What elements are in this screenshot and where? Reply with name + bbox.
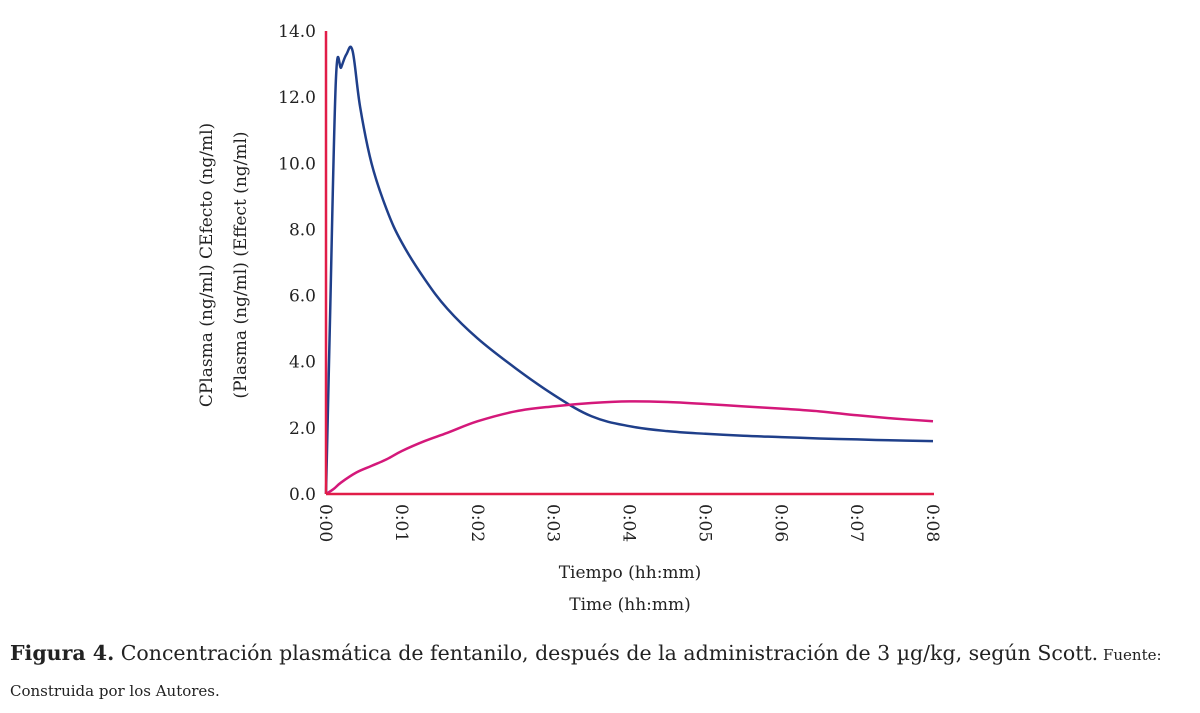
- x-tick-label: 0:06: [770, 504, 790, 542]
- x-tick-label: 0:01: [391, 504, 411, 542]
- x-tick-label: 0:07: [846, 504, 866, 542]
- x-tick-label: 0:00: [315, 504, 335, 542]
- series-layer: [324, 45, 934, 496]
- y-tick-labels: 0.0 2.0 4.0 6.0 8.0 10.0 12.0 14.0: [278, 22, 316, 505]
- x-tick-label: 0:02: [467, 504, 487, 542]
- chart: 0.0 2.0 4.0 6.0 8.0 10.0 12.0 14.0 0:00 0:01 0:02…: [197, 22, 942, 615]
- series-line-plasma: [324, 45, 934, 495]
- x-tick-label: 0:03: [543, 504, 563, 542]
- x-tick-labels: 0:00 0:01 0:02 0:03 0:04 0:05 0:06 0:07 0:08: [315, 504, 942, 542]
- figure-caption: Figura 4. Concentración plasmática de fe…: [10, 636, 1190, 708]
- y-tick-label: 4.0: [289, 353, 316, 373]
- x-tick-label: 0:04: [619, 504, 639, 542]
- y-tick-label: 12.0: [278, 88, 316, 108]
- figure-label: Figura 4.: [10, 641, 115, 665]
- y-tick-label: 10.0: [278, 154, 316, 174]
- x-axis-title-en: Time (hh:mm): [569, 595, 691, 615]
- y-tick-label: 0.0: [289, 485, 316, 505]
- x-tick-label: 0:08: [922, 504, 942, 542]
- caption-text: Concentración plasmática de fentanilo, d…: [114, 641, 1099, 665]
- caption-source: Fuente: Construida por los Autores.: [10, 646, 1162, 700]
- y-axis-title-es: CPlasma (ng/ml) CEfecto (ng/ml): [197, 123, 217, 407]
- series-line-effect: [325, 400, 934, 496]
- y-tick-label: 2.0: [289, 419, 316, 439]
- x-tick-label: 0:05: [694, 504, 714, 542]
- y-axis-title-en: (Plasma (ng/ml) (Effect (ng/ml): [231, 131, 251, 398]
- y-tick-label: 8.0: [289, 220, 316, 240]
- y-tick-label: 6.0: [289, 287, 316, 307]
- y-tick-label: 14.0: [278, 22, 316, 42]
- x-axis-title-es: Tiempo (hh:mm): [559, 563, 702, 583]
